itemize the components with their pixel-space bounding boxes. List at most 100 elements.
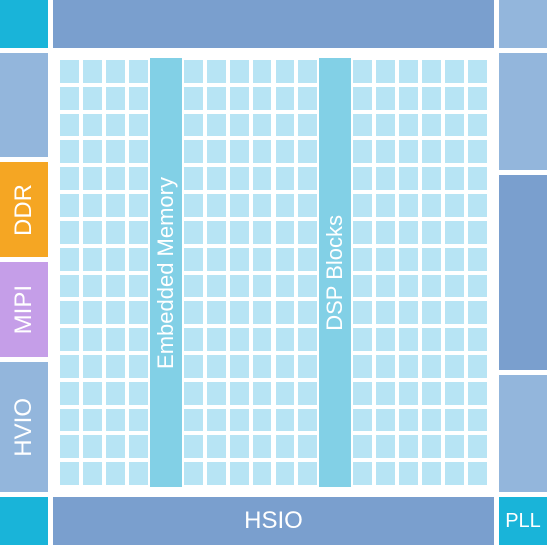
fabric-cell: [81, 460, 104, 487]
fabric-cell: [81, 326, 104, 353]
fabric-cell: [420, 138, 443, 165]
fabric-cell: [127, 112, 150, 139]
fabric-cell: [81, 380, 104, 407]
fabric-cell: [127, 165, 150, 192]
fabric-cell: [58, 112, 81, 139]
fabric-cell: [420, 353, 443, 380]
edge-left-seg-3-label: HVIO: [10, 398, 38, 457]
fabric-cell: [397, 58, 420, 85]
fabric-cell: [81, 407, 104, 434]
fabric-cell: [274, 138, 297, 165]
fabric-cell: [58, 273, 81, 300]
fabric-cell: [228, 380, 251, 407]
fabric-cell: [351, 353, 374, 380]
fabric-cell: [251, 165, 274, 192]
fabric-cell: [58, 219, 81, 246]
fabric-cell: [296, 85, 319, 112]
fabric-cell: [127, 138, 150, 165]
fabric-cell: [205, 460, 228, 487]
fabric-cell: [104, 299, 127, 326]
fabric-cell: [374, 138, 397, 165]
edge-left-seg-1-label: DDR: [10, 184, 38, 236]
fabric-cell: [251, 380, 274, 407]
fabric-cell: [420, 165, 443, 192]
fabric-cell: [104, 273, 127, 300]
fabric-cell: [351, 273, 374, 300]
column-band-1-label: DSP Blocks: [322, 215, 348, 331]
fabric-cell: [443, 165, 466, 192]
fabric-cell: [397, 433, 420, 460]
fabric-cell: [466, 433, 489, 460]
fabric-cell: [81, 353, 104, 380]
fabric-cell: [420, 219, 443, 246]
fabric-cell: [127, 380, 150, 407]
fabric-cell: [374, 299, 397, 326]
fabric-cell: [251, 326, 274, 353]
fabric-cell: [251, 460, 274, 487]
fabric-cell: [182, 326, 205, 353]
fabric-cell: [182, 353, 205, 380]
fabric-cell: [81, 138, 104, 165]
fabric-cell: [58, 380, 81, 407]
fabric-cell: [296, 219, 319, 246]
fabric-cell: [205, 219, 228, 246]
fabric-cell: [351, 407, 374, 434]
fabric-cell: [351, 460, 374, 487]
fabric-cell: [104, 192, 127, 219]
fabric-cell: [182, 380, 205, 407]
fabric-cell: [420, 460, 443, 487]
fabric-cell: [228, 326, 251, 353]
fabric-cell: [104, 219, 127, 246]
fabric-cell: [228, 192, 251, 219]
fabric-cell: [182, 299, 205, 326]
fabric-cell: [81, 58, 104, 85]
fabric-cell: [127, 85, 150, 112]
fabric-cell: [466, 85, 489, 112]
fabric-cell: [374, 85, 397, 112]
fabric-cell: [182, 112, 205, 139]
fabric-cell: [81, 165, 104, 192]
fabric-cell: [228, 219, 251, 246]
fabric-cell: [251, 353, 274, 380]
fabric-cell: [228, 353, 251, 380]
fabric-cell: [251, 407, 274, 434]
fabric-cell: [274, 165, 297, 192]
fabric-cell: [296, 58, 319, 85]
fabric-cell: [182, 273, 205, 300]
fabric-cell: [182, 138, 205, 165]
fabric-cell: [274, 112, 297, 139]
fabric-cell: [397, 85, 420, 112]
fabric-cell: [127, 219, 150, 246]
fabric-cell: [420, 112, 443, 139]
fabric-cell: [251, 299, 274, 326]
fabric-cell: [274, 326, 297, 353]
fabric-cell: [296, 273, 319, 300]
fabric-cell: [228, 273, 251, 300]
fabric-cell: [205, 407, 228, 434]
fabric-cell: [397, 246, 420, 273]
fabric-cell: [274, 85, 297, 112]
fabric-cell: [205, 58, 228, 85]
fabric-cell: [274, 299, 297, 326]
fabric-cell: [251, 246, 274, 273]
fabric-cell: [58, 326, 81, 353]
fabric-cell: [274, 58, 297, 85]
fabric-cell: [296, 433, 319, 460]
fabric-cell: [296, 380, 319, 407]
fabric-cell: [205, 165, 228, 192]
edge-left-seg-1: DDR: [0, 162, 48, 257]
fabric-cell: [296, 192, 319, 219]
fabric-cell: [104, 85, 127, 112]
fabric-cell: [58, 85, 81, 112]
fabric-cell: [127, 460, 150, 487]
fabric-cell: [420, 299, 443, 326]
fabric-cell: [104, 112, 127, 139]
edge-left-seg-2-label: MIPI: [10, 285, 38, 334]
column-band-0-label: Embedded Memory: [153, 177, 179, 369]
edge-bottom-label: HSIO: [244, 507, 303, 535]
fabric-cell: [466, 299, 489, 326]
fabric-cell: [127, 273, 150, 300]
fabric-cell: [351, 85, 374, 112]
fabric-cell: [205, 353, 228, 380]
fabric-cell: [205, 380, 228, 407]
